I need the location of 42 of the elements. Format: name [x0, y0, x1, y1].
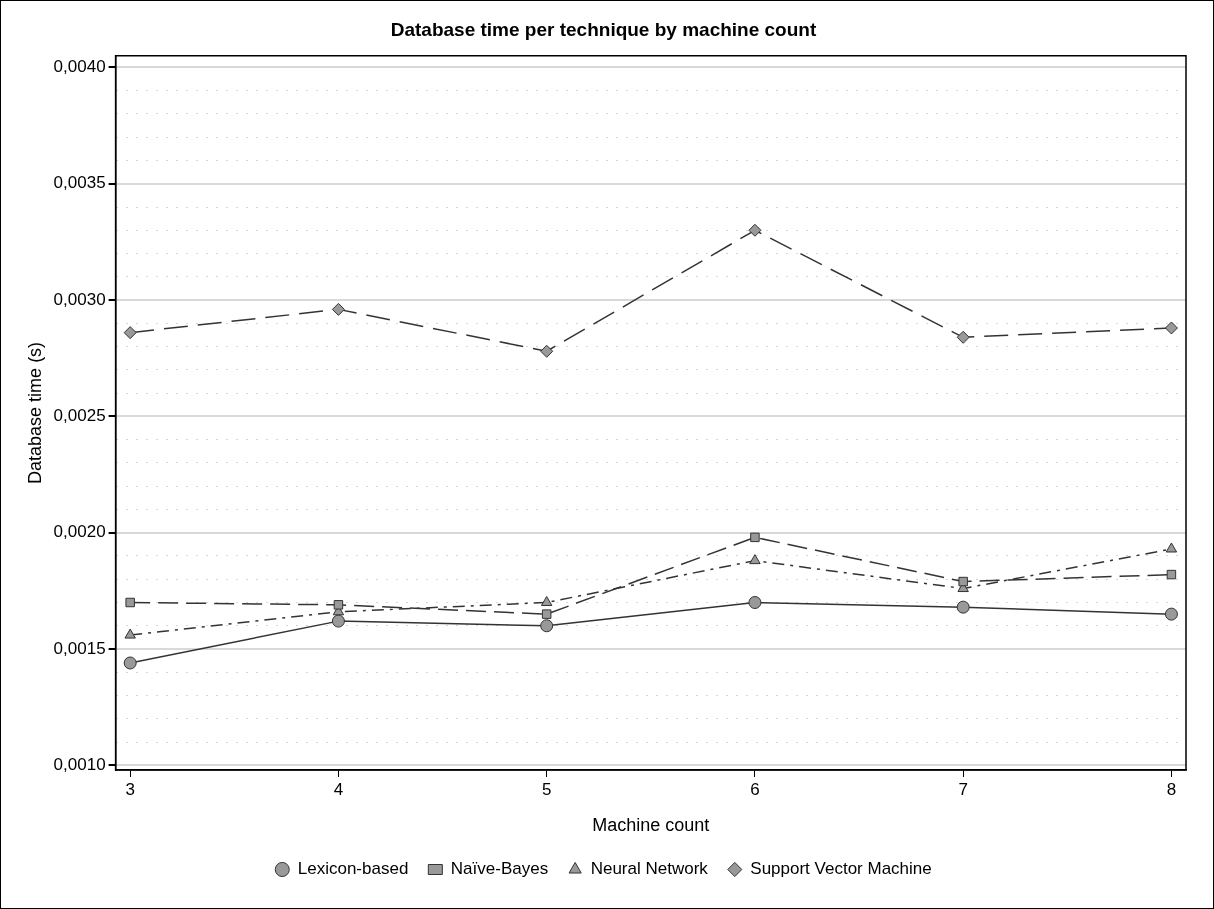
point — [124, 628, 136, 639]
legend-label: Support Vector Machine — [750, 859, 932, 879]
point — [748, 596, 762, 609]
point — [331, 614, 345, 628]
point — [956, 330, 970, 344]
point — [540, 619, 554, 633]
point — [958, 576, 968, 587]
chart-title: Database time per technique by machine count — [390, 18, 817, 40]
y-axis-title: Database time (s) — [24, 341, 45, 484]
y-tick-label: 0,0025 — [53, 406, 106, 426]
y-tick-label: 0,0030 — [53, 289, 106, 309]
legend-label: Neural Network — [590, 859, 709, 879]
point — [1164, 607, 1178, 621]
point — [125, 597, 135, 608]
point — [1165, 542, 1178, 553]
point — [123, 326, 137, 340]
y-tick-label: 0,0015 — [53, 638, 106, 658]
legend-label: Lexicon-based — [297, 859, 409, 879]
x-tick-label: 5 — [541, 779, 552, 799]
x-tick-label: 6 — [750, 779, 760, 799]
point — [123, 656, 137, 670]
legend-label: Naïve-Bayes — [450, 859, 549, 879]
point — [331, 302, 345, 316]
x-tick-label: 7 — [958, 779, 968, 799]
point — [1166, 569, 1177, 580]
point — [956, 600, 970, 614]
point — [540, 344, 554, 358]
y-tick-label: 0,0020 — [53, 522, 106, 542]
point — [750, 532, 760, 543]
x-tick-label: 4 — [333, 779, 344, 799]
point — [1164, 321, 1178, 335]
point — [540, 596, 553, 606]
point — [333, 600, 344, 610]
x-tick-label: 8 — [1166, 779, 1177, 799]
y-tick-label: 0,0010 — [53, 755, 106, 775]
y-tick-label: 0,0040 — [53, 57, 106, 77]
point — [541, 609, 552, 619]
point — [749, 554, 761, 565]
x-tick-label: 3 — [125, 779, 135, 799]
x-axis-title: Machine count — [592, 815, 710, 836]
point — [748, 223, 762, 237]
y-tick-label: 0,0035 — [53, 173, 106, 193]
